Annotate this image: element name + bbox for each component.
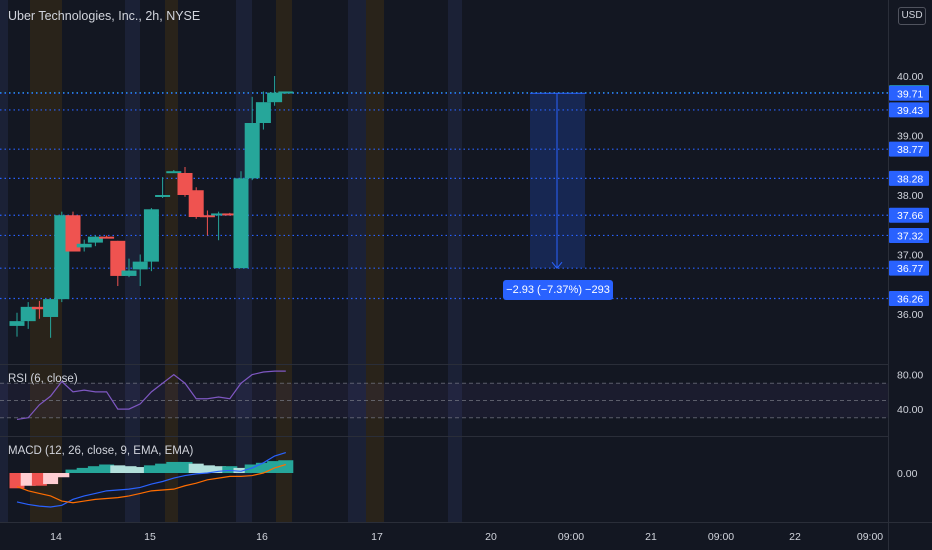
- time-tick-label: 09:00: [708, 531, 734, 543]
- price-level-badge: [889, 207, 929, 223]
- candle-body: [267, 92, 283, 103]
- macd-histogram-bar: [54, 473, 70, 478]
- macd-histogram-bar: [43, 473, 59, 485]
- price-tick-label: 40.00: [897, 71, 923, 83]
- candle-body: [177, 172, 193, 195]
- candle-body: [255, 102, 271, 124]
- price-tick-label: 39.00: [897, 131, 923, 143]
- candle-body: [20, 306, 36, 322]
- price-tick-label: 38.00: [897, 190, 923, 202]
- time-tick-label: 22: [789, 531, 801, 543]
- time-tick-label: 14: [50, 531, 62, 543]
- macd-histogram-bar: [267, 461, 283, 473]
- session-shading: [366, 0, 384, 522]
- candle-body: [222, 213, 238, 216]
- price-level-label: 38.28: [897, 173, 923, 185]
- session-shading: [348, 0, 366, 522]
- macd-histogram-bar: [76, 467, 92, 473]
- macd-histogram-bar: [255, 462, 271, 473]
- candle-body: [99, 236, 115, 239]
- time-tick-label: 20: [485, 531, 497, 543]
- candle-body: [233, 178, 249, 269]
- macd-line: [16, 452, 286, 508]
- symbol-title: Uber Technologies, Inc., 2h, NYSE: [8, 9, 201, 23]
- candle-body: [31, 306, 47, 310]
- candle-body: [143, 209, 159, 262]
- macd-histogram-bar: [99, 464, 115, 473]
- rsi-tick-label: 40.00: [897, 404, 923, 416]
- macd-histogram-bar: [87, 466, 103, 473]
- candle-body: [278, 91, 294, 94]
- price-level-badge: [889, 102, 929, 118]
- time-tick-label: 16: [256, 531, 268, 543]
- price-level-label: 38.77: [897, 144, 923, 156]
- price-level-badge: [889, 291, 929, 307]
- price-level-label: 36.77: [897, 263, 923, 275]
- candle-body: [166, 171, 182, 174]
- candle-body: [65, 215, 81, 252]
- candle-body: [132, 261, 148, 270]
- macd-histogram-bar: [121, 466, 137, 473]
- macd-histogram-bar: [188, 463, 204, 473]
- candle-body: [199, 215, 215, 218]
- macd-histogram-bar: [143, 465, 159, 473]
- macd-histogram-bar: [155, 463, 171, 473]
- price-level-badge: [889, 170, 929, 186]
- candle-body: [43, 299, 59, 317]
- candle-body: [155, 195, 171, 197]
- time-tick-label: 15: [144, 531, 156, 543]
- macd-signal-line: [16, 463, 286, 504]
- price-tick-label: 36.00: [897, 309, 923, 321]
- candle-body: [110, 240, 126, 276]
- price-level-label: 37.32: [897, 230, 923, 242]
- rsi-legend[interactable]: RSI (6, close): [8, 373, 78, 385]
- macd-histogram-bar: [211, 466, 227, 473]
- macd-histogram-bar: [244, 464, 260, 473]
- price-level-label: 37.66: [897, 210, 923, 222]
- price-level-label: 39.43: [897, 105, 923, 117]
- session-shading: [125, 0, 140, 522]
- price-level-badge: [889, 227, 929, 243]
- candle-body: [9, 321, 25, 326]
- price-level-badge: [889, 85, 929, 101]
- session-shading: [0, 0, 8, 522]
- session-shading: [165, 0, 178, 522]
- time-tick-label: 09:00: [558, 531, 584, 543]
- macd-histogram-bar: [222, 466, 238, 473]
- session-shading: [448, 0, 462, 522]
- macd-legend[interactable]: MACD (12, 26, close, 9, EMA, EMA): [8, 445, 194, 457]
- rsi-line: [16, 370, 286, 421]
- price-level-badge: [889, 141, 929, 157]
- measure-arrow-head: [551, 261, 563, 269]
- candle-body: [211, 213, 227, 216]
- price-tick-label: 37.00: [897, 250, 923, 262]
- macd-histogram-bar: [132, 467, 148, 473]
- macd-histogram-bar: [278, 460, 294, 473]
- macd-histogram-bar: [233, 467, 249, 473]
- candle-body: [87, 236, 103, 243]
- currency-badge[interactable]: USD: [898, 7, 926, 25]
- session-shading: [276, 0, 292, 522]
- candle-body: [188, 190, 204, 218]
- candle-body: [244, 123, 260, 179]
- candle-body: [76, 243, 92, 248]
- time-tick-label: 09:00: [857, 531, 883, 543]
- measure-label: −2.93 (−7.37%) −293: [503, 280, 613, 300]
- price-level-badge: [889, 260, 929, 276]
- time-tick-label: 21: [645, 531, 657, 543]
- price-level-label: 36.26: [897, 294, 923, 306]
- macd-tick-label: 0.00: [897, 468, 918, 480]
- macd-histogram-bar: [199, 465, 215, 473]
- price-level-label: 39.71: [897, 88, 923, 100]
- macd-histogram-bar: [166, 461, 182, 473]
- time-tick-label: 17: [371, 531, 383, 543]
- macd-histogram-bar: [65, 469, 81, 473]
- rsi-tick-label: 80.00: [897, 370, 923, 382]
- macd-histogram-bar: [177, 461, 193, 473]
- macd-histogram-bar: [110, 465, 126, 473]
- candle-body: [121, 270, 137, 276]
